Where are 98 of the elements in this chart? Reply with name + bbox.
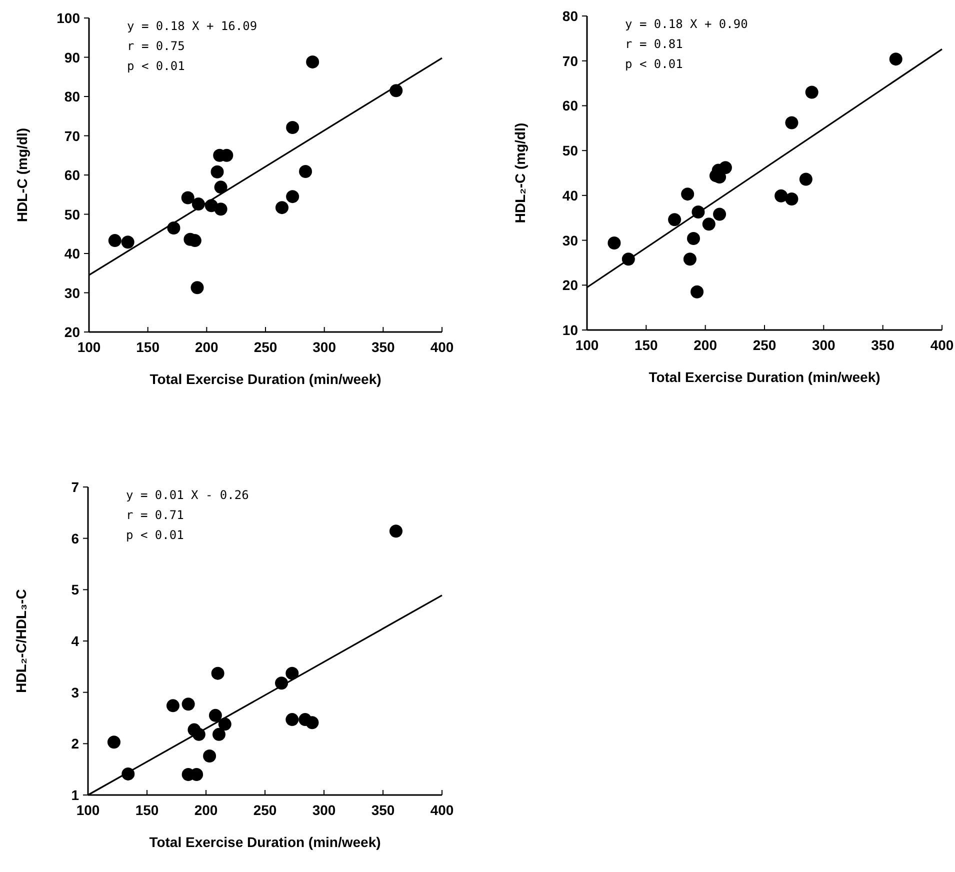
- y-tick-label: 10: [562, 322, 578, 338]
- annotation: p < 0.01: [126, 528, 184, 542]
- x-tick-label: 350: [871, 337, 895, 353]
- x-tick-label: 300: [312, 802, 336, 818]
- y-tick-label: 60: [562, 98, 578, 114]
- point: [702, 218, 716, 231]
- annotation: y = 0.01 X - 0.26: [126, 488, 249, 502]
- x-tick-label: 400: [430, 339, 454, 355]
- x-axis-title: Total Exercise Duration (min/week): [149, 834, 381, 850]
- x-tick-label: 250: [752, 337, 776, 353]
- point: [889, 52, 902, 66]
- annotation: p < 0.01: [625, 57, 683, 71]
- y-tick-label: 20: [64, 324, 80, 340]
- point: [785, 192, 798, 206]
- point: [681, 188, 694, 201]
- point: [166, 699, 180, 712]
- point: [774, 189, 788, 202]
- point: [805, 86, 818, 99]
- point: [108, 234, 122, 248]
- y-tick-label: 3: [71, 684, 80, 700]
- y-tick-label: 80: [562, 8, 578, 24]
- point: [212, 728, 226, 741]
- point: [203, 749, 216, 762]
- point: [690, 285, 704, 298]
- y-tick-label: 50: [562, 142, 578, 159]
- y-tick-label: 80: [64, 88, 80, 104]
- y-tick-label: 7: [71, 479, 80, 495]
- y-tick-label: 6: [71, 530, 80, 546]
- point: [190, 768, 204, 781]
- x-tick-label: 400: [930, 337, 954, 353]
- point: [306, 55, 320, 68]
- x-tick-label: 250: [253, 802, 277, 818]
- point: [785, 116, 798, 130]
- y-axis-title: HDL₂-C (mg/dl): [512, 122, 528, 224]
- point: [121, 236, 134, 249]
- annotation: p < 0.01: [127, 59, 185, 73]
- x-axis-title: Total Exercise Duration (min/week): [150, 371, 382, 387]
- point: [275, 201, 288, 214]
- point: [389, 524, 402, 538]
- y-tick-label: 100: [56, 10, 80, 26]
- annotation: r = 0.75: [127, 39, 185, 53]
- y-tick-label: 40: [64, 246, 80, 262]
- x-tick-label: 350: [371, 339, 396, 355]
- point: [286, 190, 300, 204]
- y-tick-label: 50: [64, 206, 80, 222]
- y-tick-label: 90: [64, 49, 80, 66]
- x-tick-label: 200: [194, 802, 218, 818]
- y-tick-label: 1: [71, 787, 80, 803]
- y-tick-label: 20: [562, 277, 578, 294]
- point: [799, 172, 812, 186]
- y-axis-title: HDL₂-C/HDL₃-C: [13, 589, 29, 693]
- point: [306, 716, 319, 730]
- x-tick-label: 150: [136, 339, 160, 355]
- annotation: r = 0.81: [625, 37, 683, 51]
- point: [668, 213, 682, 226]
- y-tick-label: 30: [64, 284, 80, 301]
- y-axis-title: HDL-C (mg/dl): [14, 128, 30, 222]
- point: [190, 281, 204, 294]
- x-tick-label: 200: [694, 337, 718, 353]
- point: [299, 164, 312, 178]
- annotation: r = 0.71: [126, 508, 184, 522]
- point: [218, 718, 232, 731]
- annotation: y = 0.18 X + 0.90: [625, 17, 748, 31]
- y-tick-label: 5: [71, 582, 80, 598]
- point: [211, 666, 224, 680]
- point: [214, 202, 228, 216]
- point: [608, 236, 621, 250]
- annotation: y = 0.18 X + 16.09: [127, 19, 258, 33]
- point: [214, 180, 228, 194]
- x-tick-label: 300: [812, 337, 836, 353]
- y-tick-label: 60: [64, 167, 80, 183]
- point: [208, 708, 222, 722]
- point: [286, 121, 300, 134]
- y-tick-label: 40: [562, 187, 578, 204]
- point: [286, 666, 299, 680]
- y-tick-label: 70: [562, 52, 578, 69]
- y-tick-label: 4: [71, 633, 80, 649]
- point: [107, 736, 120, 749]
- x-axis-title: Total Exercise Duration (min/week): [648, 369, 880, 385]
- x-tick-label: 300: [312, 339, 336, 355]
- y-tick-label: 2: [71, 736, 80, 752]
- point: [683, 252, 696, 266]
- point: [182, 698, 195, 711]
- point: [210, 165, 224, 178]
- point: [687, 232, 700, 245]
- x-tick-label: 150: [135, 802, 159, 818]
- x-tick-label: 250: [254, 339, 278, 355]
- x-tick-label: 400: [430, 802, 454, 818]
- point: [286, 713, 299, 726]
- y-tick-label: 30: [562, 232, 578, 248]
- point: [181, 191, 194, 204]
- x-tick-label: 100: [575, 337, 599, 353]
- x-tick-label: 150: [634, 337, 658, 353]
- x-tick-label: 200: [194, 339, 219, 355]
- point: [718, 161, 732, 174]
- x-tick-label: 350: [371, 802, 395, 818]
- y-tick-label: 70: [64, 128, 80, 144]
- point: [713, 208, 726, 221]
